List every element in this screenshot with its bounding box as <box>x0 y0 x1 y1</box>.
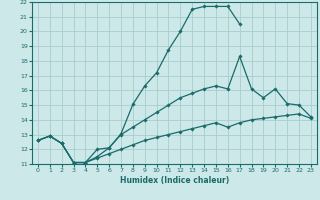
X-axis label: Humidex (Indice chaleur): Humidex (Indice chaleur) <box>120 176 229 185</box>
